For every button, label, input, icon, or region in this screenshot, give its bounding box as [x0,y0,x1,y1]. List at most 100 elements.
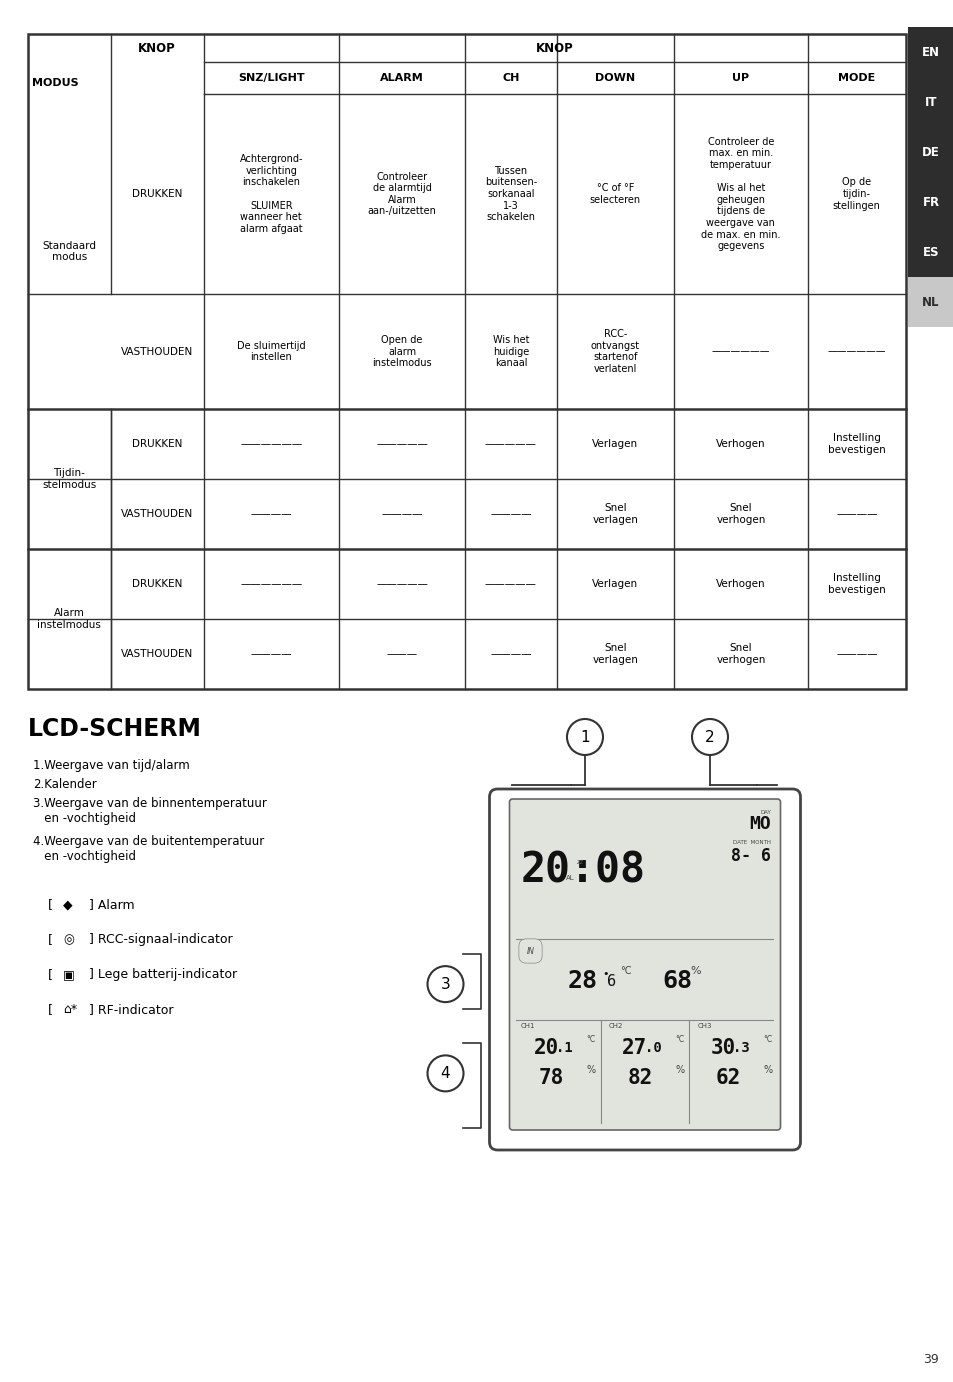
Text: DE: DE [922,145,939,159]
Text: %: % [675,1064,683,1075]
Text: [: [ [48,933,57,947]
Text: [: [ [48,898,57,911]
Text: ▣: ▣ [63,967,74,981]
Text: ————: ———— [251,509,292,520]
Text: DOWN: DOWN [595,73,635,83]
Text: VASTHOUDEN: VASTHOUDEN [121,347,193,357]
Text: 4.Weergave van de buitentemperatuur
   en -vochtigheid: 4.Weergave van de buitentemperatuur en -… [33,835,264,862]
Text: ——————: —————— [240,579,302,589]
Text: Verhogen: Verhogen [716,439,765,449]
Text: —————: ————— [375,579,428,589]
Text: ——————: —————— [711,347,769,357]
FancyBboxPatch shape [509,799,780,1130]
Text: 1.Weergave van tijd/alarm: 1.Weergave van tijd/alarm [33,759,190,773]
Text: ———: ——— [386,650,417,659]
Bar [907,276,953,328]
Bar [907,227,953,276]
Text: °C: °C [619,966,631,976]
Text: .0: .0 [644,1041,660,1054]
Text: ◎: ◎ [63,933,73,947]
Circle shape [427,1056,463,1092]
Text: EN: EN [921,46,939,58]
Text: Snel
verhogen: Snel verhogen [716,503,765,525]
Text: Instelling
bevestigen: Instelling bevestigen [827,574,884,594]
Text: Instelling
bevestigen: Instelling bevestigen [827,433,884,455]
Text: Controleer de
max. en min.
temperatuur

Wis al het
geheugen
tijdens de
weergave : Controleer de max. en min. temperatuur W… [700,137,780,252]
Text: CH1: CH1 [520,1023,535,1028]
Text: MODUS: MODUS [32,77,78,88]
Text: %: % [762,1064,772,1075]
FancyBboxPatch shape [489,789,800,1150]
Text: Wis het
huidige
kanaal: Wis het huidige kanaal [492,334,529,368]
Text: FR: FR [922,195,939,209]
Text: MO: MO [749,815,771,833]
Text: —————: ————— [375,439,428,449]
Text: Tussen
buitensen-
sorkanaal
1-3
schakelen: Tussen buitensen- sorkanaal 1-3 schakele… [484,166,537,223]
Bar [28,35,905,690]
Text: ] RF-indicator: ] RF-indicator [85,1003,173,1016]
Text: Op de
tijdin-
stellingen: Op de tijdin- stellingen [832,177,880,210]
Bar [907,77,953,127]
Text: ————: ———— [835,650,877,659]
Text: •: • [602,969,608,978]
Text: .3: .3 [732,1041,749,1054]
Text: Controleer
de alarmtijd
Alarm
aan-/uitzetten: Controleer de alarmtijd Alarm aan-/uitze… [367,171,436,217]
Text: 39: 39 [923,1353,938,1365]
Bar [907,28,953,77]
Text: ————: ———— [835,509,877,520]
Text: 1: 1 [579,730,589,745]
Text: 2.Kalender: 2.Kalender [33,778,96,791]
Text: DRUKKEN: DRUKKEN [132,579,182,589]
Text: —————: ————— [484,439,537,449]
Text: ] Lege batterij-indicator: ] Lege batterij-indicator [85,967,237,981]
Text: %: % [586,1064,596,1075]
Text: Alarm
instelmodus: Alarm instelmodus [37,608,101,630]
Text: ————: ———— [251,650,292,659]
Text: VASTHOUDEN: VASTHOUDEN [121,650,193,659]
Text: ——————: —————— [240,439,302,449]
Text: 20:08: 20:08 [520,850,645,891]
Text: UP: UP [732,73,749,83]
Text: ————: ———— [490,509,531,520]
Text: IN: IN [526,947,534,955]
Text: DATE  MONTH: DATE MONTH [733,839,771,844]
Text: KNOP: KNOP [138,41,175,54]
Text: Snel
verhogen: Snel verhogen [716,643,765,665]
Text: 3: 3 [440,977,450,992]
Text: [: [ [48,1003,57,1016]
Text: Standaard
modus: Standaard modus [42,240,96,263]
Text: [: [ [48,967,57,981]
Text: ALARM: ALARM [379,73,423,83]
Text: Verlagen: Verlagen [592,439,638,449]
Text: SNZ/LIGHT: SNZ/LIGHT [237,73,304,83]
Text: DRUKKEN: DRUKKEN [132,439,182,449]
Text: VASTHOUDEN: VASTHOUDEN [121,509,193,520]
Circle shape [427,966,463,1002]
Text: CH2: CH2 [608,1023,622,1028]
Text: 4: 4 [440,1066,450,1081]
Text: .1: .1 [556,1041,573,1054]
Text: MODE: MODE [838,73,875,83]
Text: 27: 27 [621,1038,647,1057]
Text: —————: ————— [484,579,537,589]
Text: 78: 78 [538,1068,564,1088]
Text: RCC-
ontvangst
startenof
verlatenl: RCC- ontvangst startenof verlatenl [590,329,639,375]
Text: %: % [690,966,700,976]
Text: °C: °C [586,1035,596,1045]
Text: ————: ———— [381,509,422,520]
Text: DAY: DAY [760,810,771,814]
Text: Verhogen: Verhogen [716,579,765,589]
Text: Snel
verlagen: Snel verlagen [592,643,638,665]
Text: °C: °C [762,1035,772,1045]
Text: NL: NL [922,296,939,308]
Text: 6: 6 [607,974,616,988]
Bar [907,127,953,177]
Text: ES: ES [922,246,939,258]
Text: LCD-SCHERM: LCD-SCHERM [28,717,202,741]
Text: Snel
verlagen: Snel verlagen [592,503,638,525]
Text: CH3: CH3 [697,1023,711,1028]
Text: °C: °C [675,1035,683,1045]
Text: Achtergrond-
verlichting
inschakelen

SLUIMER
wanneer het
alarm afgaat: Achtergrond- verlichting inschakelen SLU… [239,155,303,234]
Text: 2: 2 [704,730,714,745]
Text: Tijdin-
stelmodus: Tijdin- stelmodus [42,468,96,489]
